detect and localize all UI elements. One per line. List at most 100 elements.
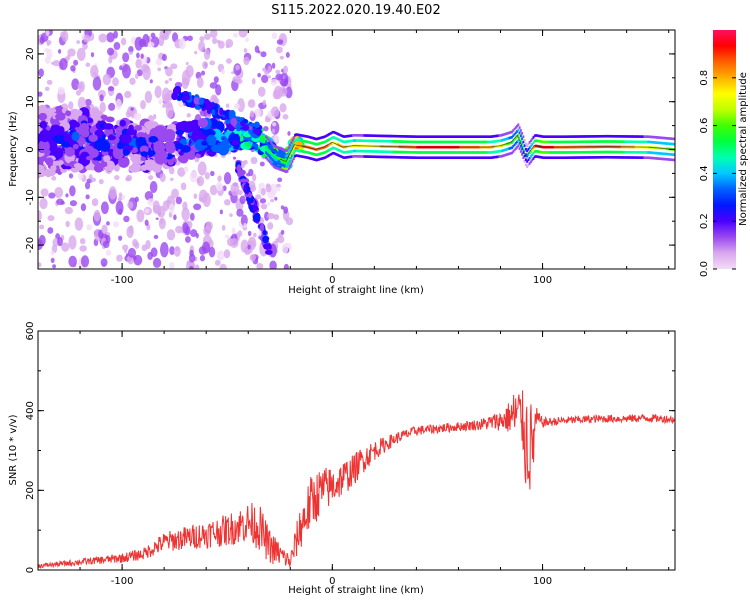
- heatmap-cell: [209, 82, 218, 89]
- heatmap-cell: [128, 46, 134, 53]
- heatmap-cell: [352, 134, 355, 137]
- heatmap-cell: [531, 143, 534, 146]
- heatmap-cell: [479, 135, 482, 138]
- heatmap-cell: [226, 237, 234, 247]
- heatmap-cell: [449, 151, 452, 154]
- heatmap-cell: [68, 235, 77, 250]
- heatmap-cell: [256, 263, 264, 269]
- heatmap-cell: [329, 137, 332, 141]
- heatmap-cell: [451, 156, 454, 160]
- heatmap-cell: [562, 135, 565, 138]
- heatmap-cell: [301, 155, 304, 158]
- heatmap-cell: [516, 124, 519, 128]
- heatmap-cell: [355, 139, 358, 142]
- heatmap-cell: [643, 135, 646, 138]
- heatmap-cell: [485, 135, 488, 138]
- heatmap-cell: [222, 138, 230, 146]
- heatmap-cell: [465, 151, 468, 154]
- heatmap-cell: [147, 198, 155, 206]
- heatmap-cell: [392, 140, 395, 143]
- heatmap-cell: [209, 60, 216, 66]
- heatmap-cell: [456, 156, 459, 160]
- heatmap-cell: [348, 134, 351, 138]
- heatmap-cell: [662, 157, 665, 161]
- heatmap-cell: [628, 156, 631, 159]
- heatmap-cell: [633, 135, 636, 138]
- heatmap-cell: [464, 135, 467, 138]
- heatmap-cell: [601, 134, 604, 138]
- heatmap-cell: [94, 129, 105, 138]
- heatmap-cell: [378, 139, 381, 143]
- heatmap-cell: [357, 155, 360, 158]
- heatmap-cell: [534, 155, 537, 158]
- heatmap-cell: [225, 44, 230, 49]
- heatmap-cell: [563, 140, 566, 144]
- heatmap-cell: [389, 140, 392, 143]
- heatmap-cell: [533, 139, 536, 143]
- heatmap-cell: [155, 217, 159, 220]
- heatmap-cell: [320, 157, 323, 160]
- heatmap-cell: [260, 188, 266, 196]
- heatmap-cell: [661, 136, 664, 140]
- heatmap-cell: [386, 134, 389, 138]
- heatmap-cell: [596, 135, 599, 138]
- heatmap-cell: [391, 140, 394, 143]
- heatmap-cell: [518, 131, 521, 135]
- heatmap-cell: [131, 162, 140, 172]
- heatmap-cell: [364, 134, 367, 137]
- heatmap-cell: [247, 192, 252, 199]
- heatmap-cell: [289, 149, 292, 152]
- heatmap-cell: [73, 59, 79, 66]
- heatmap-cell: [507, 147, 510, 151]
- heatmap-cell: [531, 148, 534, 151]
- heatmap-cell: [628, 140, 631, 144]
- heatmap-cell: [86, 224, 93, 231]
- heatmap-cell: [586, 135, 589, 138]
- heatmap-cell: [102, 240, 110, 249]
- heatmap-cell: [497, 139, 500, 143]
- heatmap-cell: [464, 156, 467, 160]
- heatmap-cell: [398, 134, 401, 138]
- heatmap-cell: [133, 112, 142, 121]
- heatmap-cell: [622, 135, 625, 138]
- heatmap-cell: [188, 253, 196, 263]
- heatmap-cell: [493, 134, 496, 138]
- heatmap-cell: [618, 156, 621, 159]
- heatmap-cell: [231, 139, 239, 146]
- heatmap-cell: [640, 156, 643, 159]
- heatmap-cell: [324, 135, 327, 138]
- heatmap-cell: [524, 163, 527, 167]
- heatmap-cell: [178, 37, 186, 50]
- heatmap-cell: [182, 222, 189, 234]
- heatmap-cell: [266, 147, 269, 150]
- heatmap-cell: [391, 155, 394, 159]
- heatmap-cell: [384, 155, 387, 159]
- heatmap-cell: [134, 125, 143, 131]
- heatmap-cell: [235, 64, 240, 71]
- heatmap-cell: [537, 134, 540, 138]
- heatmap-cell: [279, 103, 287, 113]
- heatmap-cell: [642, 151, 645, 154]
- heatmap-cell: [149, 180, 158, 194]
- heatmap-cell: [333, 146, 336, 150]
- heatmap-cell: [210, 144, 222, 153]
- heatmap-cell: [65, 110, 71, 117]
- heatmap-cell: [511, 146, 514, 149]
- heatmap-cell: [508, 131, 511, 135]
- heatmap-cell: [536, 134, 539, 137]
- heatmap-cell: [388, 155, 391, 159]
- heatmap-cell: [309, 141, 312, 144]
- heatmap-cell: [671, 158, 674, 162]
- heatmap-cell: [624, 156, 627, 159]
- heatmap-cell: [273, 166, 276, 169]
- heatmap-cell: [287, 167, 290, 171]
- heatmap-cell: [505, 147, 508, 151]
- heatmap-cell: [601, 155, 604, 159]
- heatmap-cell: [305, 150, 308, 154]
- heatmap-cell: [603, 140, 606, 143]
- heatmap-cell: [300, 139, 303, 142]
- heatmap-cell: [575, 140, 578, 144]
- heatmap-cell: [587, 135, 590, 138]
- heatmap-cell: [444, 151, 447, 154]
- heatmap-cell: [90, 65, 99, 79]
